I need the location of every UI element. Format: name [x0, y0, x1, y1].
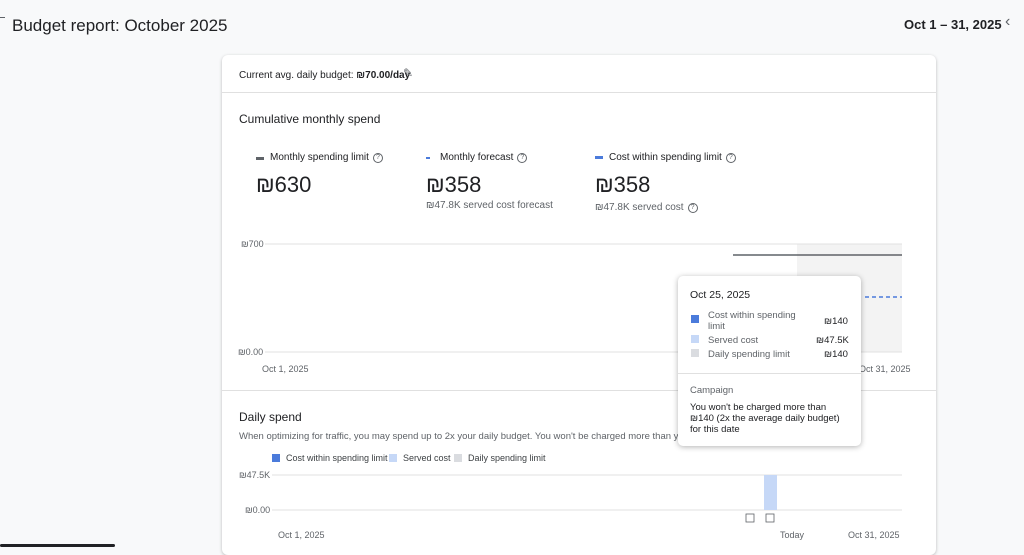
- edit-icon[interactable]: ✎: [403, 66, 414, 80]
- help-icon[interactable]: ?: [687, 203, 698, 213]
- note-marker[interactable]: [765, 513, 775, 523]
- x-tick-label: Oct 1, 2025: [278, 530, 325, 540]
- tooltip-text: You won't be charged more than ₪140 (2x …: [690, 402, 840, 435]
- prev-button[interactable]: ‹: [1005, 13, 1011, 30]
- metric-label: Monthly forecast?: [440, 152, 528, 163]
- legend-mark: [426, 157, 430, 159]
- tooltip-divider: [678, 373, 861, 374]
- tooltip-row-value: ₪47.5K: [816, 335, 849, 346]
- y-tick-label: ₪0.00: [245, 505, 271, 515]
- page-title: Budget report: October 2025: [12, 16, 228, 35]
- date-range[interactable]: Oct 1 – 31, 2025: [904, 17, 1002, 32]
- metric-label: Monthly spending limit?: [270, 152, 383, 163]
- metric-label-text: Cost within spending limit: [609, 152, 722, 163]
- x-tick-label: Oct 31, 2025: [848, 530, 900, 540]
- tooltip-section: Campaign: [690, 385, 734, 396]
- section-description: When optimizing for traffic, you may spe…: [239, 431, 693, 442]
- metric-label-text: Monthly spending limit: [270, 152, 369, 163]
- metric-value: ₪358: [595, 172, 651, 197]
- tooltip-row-value: ₪140: [824, 349, 848, 360]
- menu-edge[interactable]: [0, 17, 5, 18]
- help-icon[interactable]: ?: [725, 153, 736, 163]
- x-tick-label: Today: [780, 530, 805, 540]
- tooltip-date: Oct 25, 2025: [690, 289, 751, 301]
- legend-swatch: [389, 454, 397, 462]
- metric-sub: ₪47.8K served cost forecast: [426, 200, 553, 211]
- help-icon[interactable]: ?: [517, 153, 528, 163]
- x-tick-label: Oct 31, 2025: [859, 364, 911, 374]
- section-title: Cumulative monthly spend: [239, 112, 381, 126]
- y-tick-label: ₪700: [241, 239, 264, 249]
- tooltip-swatch: [691, 315, 699, 323]
- legend-swatch: [454, 454, 462, 462]
- x-tick-label: Oct 1, 2025: [262, 364, 309, 374]
- tooltip: [678, 276, 861, 446]
- tooltip-row-value: ₪140: [824, 316, 848, 327]
- divider: [222, 390, 936, 391]
- budget-label: Current avg. daily budget:: [239, 70, 354, 81]
- legend-label[interactable]: Daily spending limit: [468, 453, 546, 463]
- section-title: Daily spend: [239, 410, 302, 424]
- tooltip-row-label: Cost within spending limit: [708, 310, 796, 332]
- tooltip-swatch: [691, 349, 699, 357]
- budget-row: Current avg. daily budget: ₪70.00/day: [239, 70, 410, 81]
- legend-mark: [595, 156, 603, 159]
- note-marker[interactable]: [745, 513, 755, 523]
- legend-swatch: [272, 454, 280, 462]
- tooltip-row-label: Daily spending limit: [708, 349, 790, 360]
- y-tick-label: ₪0.00: [238, 347, 264, 357]
- legend-mark: [256, 157, 264, 160]
- tooltip-row-label: Served cost: [708, 335, 759, 346]
- budget-value: ₪70.00/day: [356, 70, 411, 81]
- tooltip-swatch: [691, 335, 699, 343]
- served-bar: [764, 475, 777, 510]
- metric-label-text: Monthly forecast: [440, 152, 514, 163]
- metric-value: ₪358: [426, 172, 482, 197]
- legend-label[interactable]: Cost within spending limit: [286, 453, 388, 463]
- metric-value: ₪630: [256, 172, 312, 197]
- help-icon[interactable]: ?: [372, 153, 383, 163]
- legend-label[interactable]: Served cost: [403, 453, 451, 463]
- y-tick-label: ₪47.5K: [239, 470, 271, 480]
- metric-sub: ₪47.8K served cost?: [595, 202, 698, 213]
- divider: [222, 92, 936, 93]
- metric-sub-text: ₪47.8K served cost: [595, 202, 684, 213]
- metric-label: Cost within spending limit?: [609, 152, 736, 163]
